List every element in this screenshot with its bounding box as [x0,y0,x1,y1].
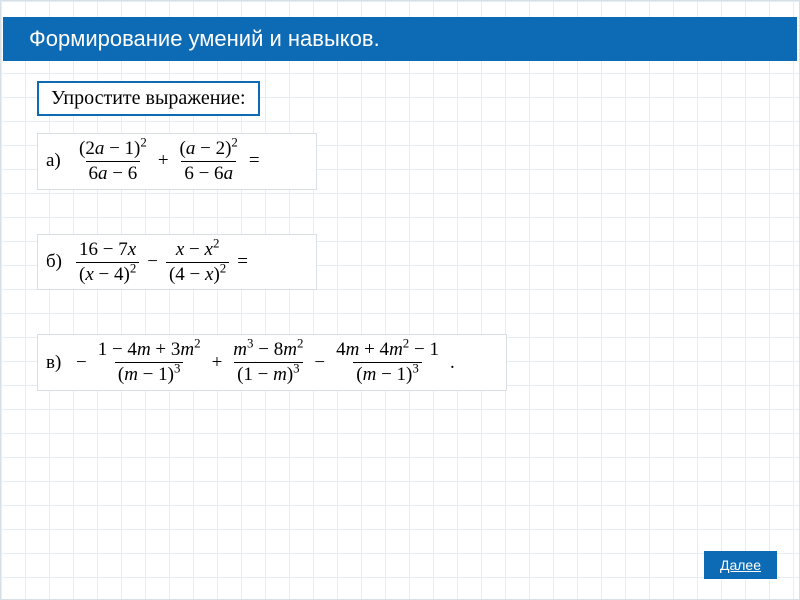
fraction-denominator: 6a − 6 [86,161,141,185]
problem-a: а) (2a − 1)2 6a − 6 + (a − 2)2 6 − 6a = [37,133,317,190]
problem-c-expression: − 1 − 4m + 3m2 (m − 1)3 + m3 − 8m2 (1 − … [76,339,457,386]
problem-c-label: в) [46,352,66,374]
title-bar: Формирование умений и навыков. [3,17,797,61]
fraction-denominator: (1 − m)3 [234,362,303,386]
instruction-text: Упростите выражение: [51,87,246,109]
fraction-numerator: 1 − 4m + 3m2 [95,339,204,362]
operator: − [145,251,160,273]
equals: = [235,251,250,273]
fraction-denominator: (x − 4)2 [76,262,139,286]
problem-b-term1: 16 − 7x (x − 4)2 [76,239,139,286]
slide-page: Формирование умений и навыков. Упростите… [0,0,800,600]
leading-minus: − [76,352,87,374]
next-button[interactable]: Далее [704,551,777,579]
problem-b-label: б) [46,251,66,273]
operator: − [312,352,327,374]
period: . [448,352,457,374]
problem-a-term2: (a − 2)2 6 − 6a [177,138,241,185]
problem-b-term2: x − x2 (4 − x)2 [166,239,229,286]
problem-c-term2: m3 − 8m2 (1 − m)3 [230,339,306,386]
fraction-numerator: x − x2 [173,239,223,262]
fraction-numerator: (a − 2)2 [177,138,241,161]
problem-a-expression: (2a − 1)2 6a − 6 + (a − 2)2 6 − 6a = [76,138,262,185]
fraction-denominator: (m − 1)3 [115,362,184,386]
problem-b-expression: 16 − 7x (x − 4)2 − x − x2 (4 − x)2 = [76,239,250,286]
instruction-box: Упростите выражение: [37,81,260,116]
problem-a-label: а) [46,150,66,172]
fraction-numerator: m3 − 8m2 [230,339,306,362]
problem-c-term1: 1 − 4m + 3m2 (m − 1)3 [95,339,204,386]
problem-c-term3: 4m + 4m2 − 1 (m − 1)3 [333,339,442,386]
problems-area: а) (2a − 1)2 6a − 6 + (a − 2)2 6 − 6a = … [37,133,779,435]
operator: + [210,352,225,374]
operator: + [156,150,171,172]
fraction-numerator: (2a − 1)2 [76,138,150,161]
problem-c: в) − 1 − 4m + 3m2 (m − 1)3 + m3 − 8m2 (1… [37,334,507,391]
fraction-numerator: 4m + 4m2 − 1 [333,339,442,362]
problem-b: б) 16 − 7x (x − 4)2 − x − x2 (4 − x)2 = [37,234,317,291]
slide-title: Формирование умений и навыков. [29,26,380,52]
problem-a-term1: (2a − 1)2 6a − 6 [76,138,150,185]
fraction-numerator: 16 − 7x [76,239,139,262]
fraction-denominator: 6 − 6a [181,161,236,185]
equals: = [247,150,262,172]
fraction-denominator: (4 − x)2 [166,262,229,286]
fraction-denominator: (m − 1)3 [353,362,422,386]
